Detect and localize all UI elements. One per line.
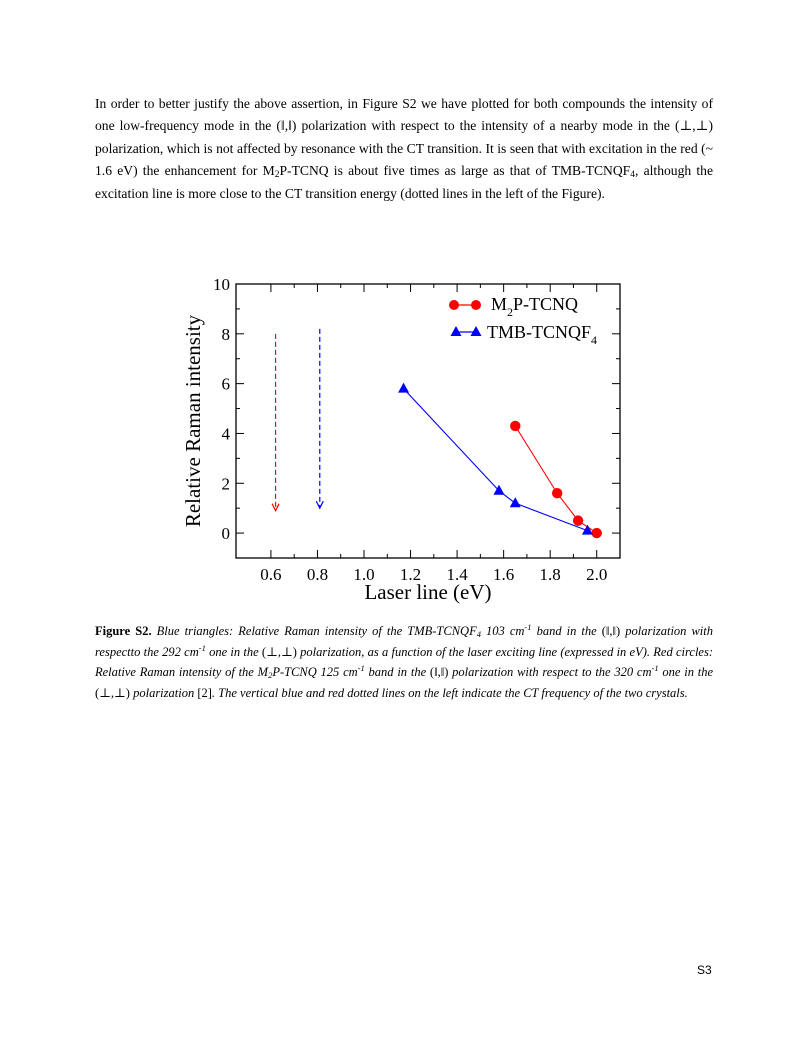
y-tick-label: 10 xyxy=(213,275,230,294)
caption-reference: [2] xyxy=(197,686,212,701)
caption-text: polarization with respect to the 320 cm-… xyxy=(448,663,714,680)
data-point-triangle xyxy=(493,484,505,495)
caption-polarization: (‖,‖) xyxy=(429,665,449,680)
x-tick-label: 1.8 xyxy=(540,565,561,584)
caption-polarization: (⊥,⊥) xyxy=(261,644,297,659)
data-point-triangle xyxy=(509,497,521,508)
plot-frame xyxy=(235,283,621,559)
legend-m2p-marker xyxy=(449,300,459,310)
x-tick-label: 1.6 xyxy=(493,565,514,584)
y-tick-label: 2 xyxy=(222,474,231,493)
paragraph-text: , although the excitation line is more c… xyxy=(95,163,714,201)
ct-arrowhead xyxy=(271,503,280,513)
caption-text: polarization with respectto the 292 cm-1… xyxy=(95,624,714,659)
x-tick-label: 1.0 xyxy=(353,565,374,584)
y-tick-label: 8 xyxy=(222,325,231,344)
data-point-circle xyxy=(551,488,563,499)
caption-text: polarization, as a function of the laser… xyxy=(95,644,713,681)
paragraph-subscript: 4 xyxy=(630,170,635,181)
data-series xyxy=(398,382,602,539)
figure-caption: Figure S2. Blue triangles: Relative Rama… xyxy=(95,621,713,704)
page-number: S3 xyxy=(697,963,712,977)
paragraph-text: P-TCNQ is about five times as large as t… xyxy=(279,163,631,179)
x-axis-label: Laser line (eV) xyxy=(364,580,491,604)
axis-ticks: 0.6 0.8 1.0 1.2 1.4 1.6 1.8 2.0 0 2 4 6 8 10 xyxy=(213,275,620,584)
legend-entry-m2p: M2P-TCNQ xyxy=(449,294,578,319)
caption-text: Blue triangles: Relative Raman intensity… xyxy=(151,622,602,639)
data-point-triangle xyxy=(581,524,593,535)
caption-polarization: (⊥,⊥) xyxy=(95,686,130,701)
x-tick-label: 2.0 xyxy=(586,565,607,584)
paragraph-text: In order to better justify the above ass… xyxy=(95,96,713,179)
legend-m2p-label: M2P-TCNQ xyxy=(491,294,578,319)
x-tick-label: 0.8 xyxy=(307,565,328,584)
series-line xyxy=(403,388,588,532)
data-point-circle xyxy=(572,515,584,526)
data-point-circle xyxy=(591,527,602,539)
x-tick-label: 1.4 xyxy=(446,565,468,584)
series-line xyxy=(514,425,598,534)
x-tick-label: 0.6 xyxy=(260,565,281,584)
ct-arrowhead xyxy=(315,500,324,510)
raman-intensity-chart: 0.6 0.8 1.0 1.2 1.4 1.6 1.8 2.0 0 2 4 6 8 10 Laser li… xyxy=(181,275,621,604)
legend-entry-tmb: TMB-TCNQF4 xyxy=(450,322,597,347)
legend-tmb-label: TMB-TCNQF4 xyxy=(487,322,597,347)
y-axis-label: Relative Raman intensity xyxy=(181,314,205,527)
data-point-circle xyxy=(510,420,521,432)
legend-m2p-marker xyxy=(471,300,481,310)
legend: M2P-TCNQ TMB-TCNQF4 xyxy=(449,294,597,347)
caption-text: polarization xyxy=(129,686,198,701)
legend-tmb-marker xyxy=(450,326,462,336)
y-tick-label: 6 xyxy=(222,375,231,394)
x-tick-label: 1.2 xyxy=(400,565,421,584)
y-tick-label: 4 xyxy=(222,424,231,443)
data-point-triangle xyxy=(398,382,410,393)
body-paragraph: In order to better justify the above ass… xyxy=(95,93,713,205)
paragraph-subscript: 2 xyxy=(274,170,280,181)
ct-arrows xyxy=(271,328,324,513)
caption-label: Figure S2. xyxy=(95,624,152,638)
caption-text: . The vertical blue and red dotted lines… xyxy=(211,686,688,701)
caption-polarization: (‖,‖) xyxy=(601,624,621,638)
legend-tmb-marker xyxy=(470,326,482,336)
y-tick-label: 0 xyxy=(222,524,231,543)
